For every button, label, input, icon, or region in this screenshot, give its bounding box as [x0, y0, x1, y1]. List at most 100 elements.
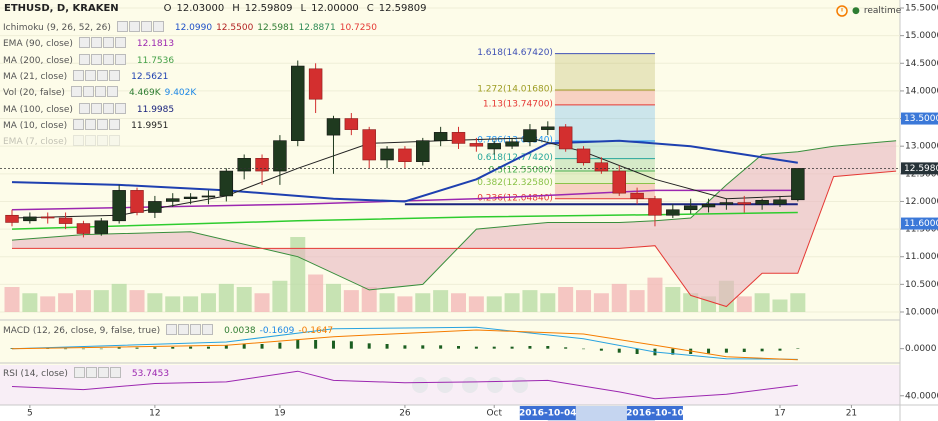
candle-body — [112, 190, 126, 222]
scroll-right-button[interactable] — [512, 377, 528, 393]
control-icon[interactable] — [90, 102, 102, 114]
control-icon[interactable] — [73, 118, 85, 130]
control-icon[interactable] — [73, 69, 85, 81]
control-icon[interactable] — [190, 324, 202, 335]
volume-bar — [93, 290, 109, 312]
indicator-name: EMA (90, close) — [3, 39, 73, 50]
candle-body — [558, 126, 573, 150]
control-icon[interactable] — [102, 37, 114, 49]
ohlc-value: 12.00000 — [311, 3, 359, 14]
volume-bar — [468, 296, 484, 312]
control-icon[interactable] — [97, 69, 109, 81]
control-icon[interactable] — [128, 21, 140, 32]
indicator-value: 12.5621 — [131, 71, 169, 82]
control-icon[interactable] — [97, 135, 109, 147]
control-icon[interactable] — [78, 102, 90, 114]
candle-body — [666, 209, 680, 216]
control-icon[interactable] — [97, 367, 109, 378]
volume-bar — [504, 293, 520, 312]
control-icon[interactable] — [166, 324, 178, 335]
clock-icon[interactable] — [836, 5, 848, 17]
control-icon[interactable] — [85, 367, 97, 378]
volume-bar — [629, 290, 645, 312]
pane-value: 0.0038 — [224, 326, 256, 336]
macd-histogram-bar — [742, 348, 746, 352]
control-icon[interactable] — [70, 86, 82, 98]
volume-bar — [308, 274, 324, 312]
control-icon[interactable] — [85, 69, 97, 81]
ohlc-value: 12.03000 — [176, 3, 225, 14]
header: ETHUSD, D, KRAKEN O 12.03000 H 12.59809 L 12.… — [4, 3, 430, 14]
volume-bar — [790, 293, 806, 312]
reset-button[interactable] — [462, 377, 478, 393]
indicator-line — [12, 170, 897, 308]
control-icon[interactable] — [90, 37, 102, 49]
control-icon[interactable] — [102, 53, 114, 65]
control-icon[interactable] — [94, 86, 106, 98]
control-icon[interactable] — [114, 102, 126, 114]
control-icon[interactable] — [109, 367, 121, 378]
volume-bar — [433, 290, 449, 312]
candle-body — [130, 190, 144, 213]
control-icon[interactable] — [78, 53, 90, 65]
macd-histogram-bar — [421, 345, 425, 349]
control-icon[interactable] — [78, 37, 90, 49]
control-icon[interactable] — [73, 367, 85, 378]
control-icon[interactable] — [90, 53, 102, 65]
indicator-line — [11, 189, 798, 211]
volume-bar — [772, 299, 788, 312]
control-icon[interactable] — [85, 118, 97, 130]
control-icon[interactable] — [73, 135, 85, 147]
volume-bar — [272, 280, 288, 312]
control-icon[interactable] — [102, 102, 114, 114]
control-icon[interactable] — [85, 135, 97, 147]
indicator-value: 12.5500 — [216, 23, 254, 33]
control-icon[interactable] — [109, 69, 121, 81]
control-icon[interactable] — [109, 118, 121, 130]
control-icon[interactable] — [140, 21, 152, 32]
zoom-in-button[interactable] — [487, 377, 503, 393]
zoom-out-button[interactable] — [412, 377, 428, 393]
control-icon[interactable] — [97, 118, 109, 130]
pane-value: 53.7453 — [131, 369, 170, 379]
macd-histogram-bar — [778, 348, 782, 351]
control-icon[interactable] — [116, 21, 128, 32]
candle-body — [76, 223, 91, 234]
symbol: ETHUSD, D, KRAKEN — [4, 3, 119, 14]
x-tick-label: 17 — [774, 409, 785, 419]
candle-body — [94, 220, 109, 234]
volume-bar — [129, 290, 145, 312]
y-tick-label: 14.50000 — [905, 59, 938, 69]
candle-body — [58, 217, 73, 224]
candle-body — [237, 158, 251, 172]
indicator-name: MA (200, close) — [3, 55, 73, 66]
control-icon[interactable] — [114, 37, 126, 49]
volume-bar — [165, 296, 181, 312]
y-tick-label: 11.50000 — [905, 225, 938, 235]
x-tick-label: Oct — [486, 409, 502, 419]
control-icon[interactable] — [114, 53, 126, 65]
candle-body — [523, 129, 537, 143]
indicator-line — [11, 139, 798, 203]
volume-bar — [22, 293, 38, 312]
macd-histogram-bar — [546, 346, 550, 349]
fib-band — [554, 183, 655, 199]
price-marker — [901, 217, 938, 230]
ohlc-value: 12.59809 — [244, 3, 293, 14]
control-icon[interactable] — [106, 86, 118, 98]
macd-histogram-bar — [760, 348, 764, 352]
volume-bar — [415, 293, 431, 312]
indicator-value: 10.7250 — [339, 23, 377, 33]
control-icon[interactable] — [178, 324, 190, 335]
candle-body — [755, 200, 769, 205]
indicator-name: MA (10, close) — [3, 120, 68, 131]
scroll-left-button[interactable] — [437, 377, 453, 393]
control-icon[interactable] — [82, 86, 94, 98]
control-icon[interactable] — [109, 135, 121, 147]
control-icon[interactable] — [202, 324, 214, 335]
candle-body — [594, 162, 609, 172]
control-icon[interactable] — [152, 21, 164, 32]
price-marker-label: 12.59809 — [904, 164, 938, 174]
volume-bar — [361, 287, 377, 312]
y-tick-label: 15.00000 — [905, 31, 938, 41]
